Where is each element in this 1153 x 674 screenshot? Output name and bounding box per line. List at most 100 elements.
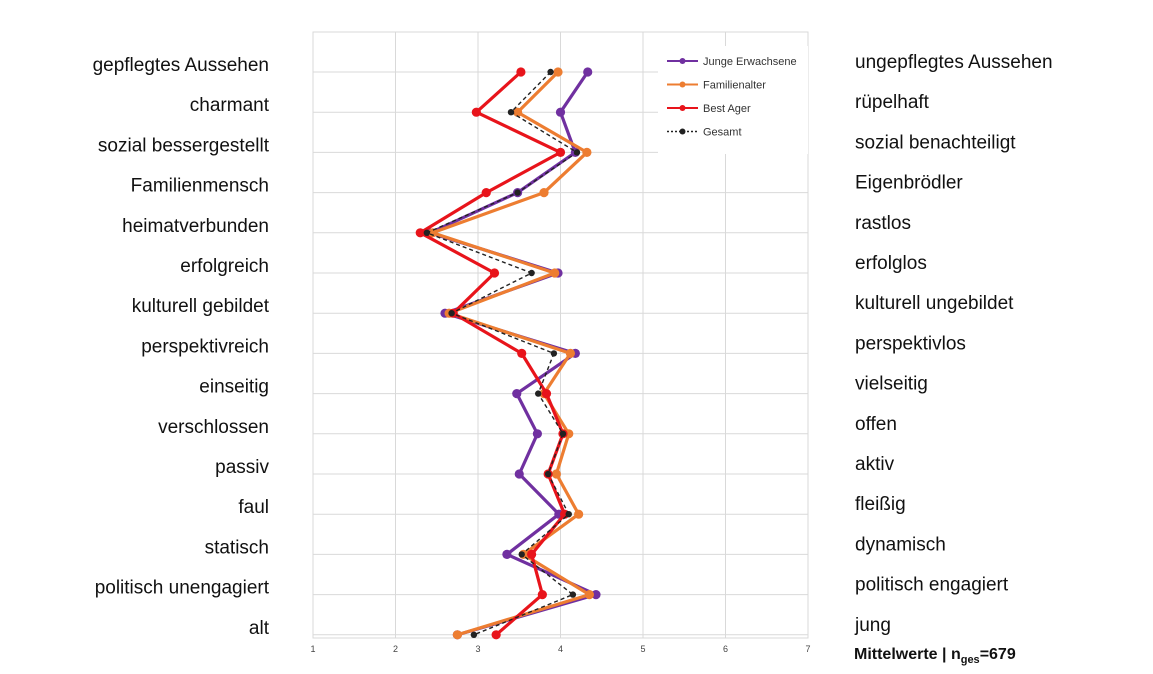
footer-subscript: ges xyxy=(960,654,980,667)
legend-swatch-marker xyxy=(679,58,686,64)
data-point xyxy=(423,229,431,236)
data-point xyxy=(535,390,542,397)
legend-label: Best Ager xyxy=(703,103,751,115)
left-pole-label: alt xyxy=(249,618,270,639)
x-tick-label: 3 xyxy=(475,644,480,654)
data-point xyxy=(559,430,567,437)
data-point xyxy=(555,107,566,117)
data-point xyxy=(573,149,581,156)
legend-swatch-marker xyxy=(679,81,686,88)
data-point xyxy=(471,107,481,117)
left-pole-label: perspektivreich xyxy=(141,336,269,357)
data-point xyxy=(415,228,425,238)
left-pole-label: verschlossen xyxy=(158,417,269,438)
left-pole-label: politisch unengagiert xyxy=(95,578,270,599)
data-point xyxy=(428,228,438,238)
footer-suffix: =679 xyxy=(979,646,1016,663)
data-point xyxy=(583,67,593,77)
data-point xyxy=(569,591,577,598)
data-point xyxy=(591,590,601,600)
x-tick-label: 4 xyxy=(558,644,563,654)
left-pole-label: heimatverbunden xyxy=(122,216,269,237)
right-pole-label: jung xyxy=(854,615,891,636)
data-point xyxy=(470,631,478,638)
data-point xyxy=(507,109,515,116)
right-pole-label: fleißig xyxy=(855,494,906,515)
left-pole-label: erfolgreich xyxy=(180,256,269,277)
x-axis-ticks: 1 2 3 4 5 6 7 xyxy=(310,644,810,654)
right-labels: ungepflegtes Aussehen rüpelhaft sozial ben… xyxy=(854,52,1053,636)
data-point xyxy=(481,188,491,198)
data-point xyxy=(574,509,584,519)
data-point xyxy=(514,189,521,196)
right-pole-label: aktiv xyxy=(855,454,895,475)
right-pole-label: offen xyxy=(855,414,897,435)
left-pole-label: sozial bessergestellt xyxy=(98,135,270,156)
right-pole-label: rüpelhaft xyxy=(855,92,930,113)
data-point xyxy=(550,350,558,357)
x-tick-label: 2 xyxy=(393,644,398,654)
data-point xyxy=(491,630,501,640)
x-tick-label: 1 xyxy=(310,644,315,654)
data-point xyxy=(512,389,522,399)
legend-label: Gesamt xyxy=(703,127,742,139)
left-pole-label: kulturell gebildet xyxy=(132,296,270,317)
right-pole-label: politisch engagiert xyxy=(855,575,1009,596)
data-point xyxy=(514,469,524,479)
right-pole-label: vielseitig xyxy=(855,374,928,395)
data-point xyxy=(448,310,455,317)
right-pole-label: erfolglos xyxy=(855,253,927,274)
footer-prefix: Mittelwerte | n xyxy=(854,646,961,663)
data-point xyxy=(502,549,512,560)
data-point xyxy=(532,429,543,439)
data-point xyxy=(565,348,576,358)
right-pole-label: Eigenbrödler xyxy=(855,173,963,194)
data-point xyxy=(582,147,592,157)
left-pole-label: gepflegtes Aussehen xyxy=(93,55,269,76)
data-point xyxy=(555,147,566,157)
x-tick-label: 5 xyxy=(640,644,645,654)
legend-label: Junge Erwachsene xyxy=(703,56,797,68)
legend-swatch-marker xyxy=(679,128,686,135)
legend-background xyxy=(658,46,808,154)
data-point xyxy=(518,551,525,558)
footer-note: Mittelwerte | nges=679 xyxy=(854,646,1016,666)
data-point xyxy=(544,470,552,478)
data-point xyxy=(489,268,500,278)
data-point xyxy=(551,469,561,479)
data-point xyxy=(553,67,563,77)
x-tick-label: 7 xyxy=(805,644,810,654)
data-point xyxy=(541,389,552,399)
data-point xyxy=(513,107,523,117)
legend-label: Familienalter xyxy=(703,80,766,92)
right-pole-label: kulturell ungebildet xyxy=(855,293,1014,314)
left-pole-label: faul xyxy=(238,497,269,518)
right-pole-label: ungepflegtes Aussehen xyxy=(855,52,1053,73)
left-pole-label: passiv xyxy=(215,457,269,478)
data-point xyxy=(452,630,462,640)
data-point xyxy=(527,549,537,560)
right-pole-label: rastlos xyxy=(855,213,911,234)
data-point xyxy=(539,188,549,198)
left-labels: gepflegtes Aussehen charmant sozial besser… xyxy=(93,55,270,639)
data-point xyxy=(547,68,554,76)
left-pole-label: statisch xyxy=(205,537,269,558)
left-pole-label: Familienmensch xyxy=(131,176,269,197)
data-point xyxy=(565,511,572,518)
left-pole-label: einseitig xyxy=(199,377,269,398)
right-pole-label: sozial benachteiligt xyxy=(855,132,1016,153)
data-point xyxy=(528,269,535,277)
left-pole-label: charmant xyxy=(190,95,270,116)
x-tick-label: 6 xyxy=(723,644,728,654)
data-point xyxy=(537,590,547,600)
data-point xyxy=(550,268,560,278)
data-point xyxy=(584,590,594,600)
data-point xyxy=(517,348,527,358)
legend: Junge Erwachsene Familienalter Best Ager Ge… xyxy=(658,46,808,154)
right-pole-label: dynamisch xyxy=(855,534,946,555)
right-pole-label: perspektivlos xyxy=(855,333,966,354)
legend-swatch-marker xyxy=(679,105,686,111)
series-lines xyxy=(415,67,601,640)
data-point xyxy=(516,67,526,77)
